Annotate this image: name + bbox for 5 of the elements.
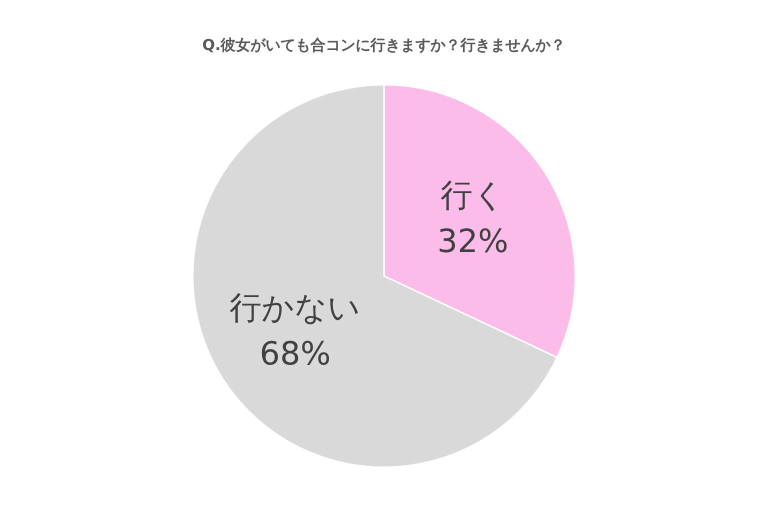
chart-title: Q.彼女がいても合コンに行きますか？行きませんか？ xyxy=(202,36,566,54)
data-label: 68% xyxy=(260,334,331,373)
slice-label: 行かない xyxy=(230,288,361,327)
data-label: 32% xyxy=(437,222,508,260)
slice-label: 行く xyxy=(440,176,506,214)
